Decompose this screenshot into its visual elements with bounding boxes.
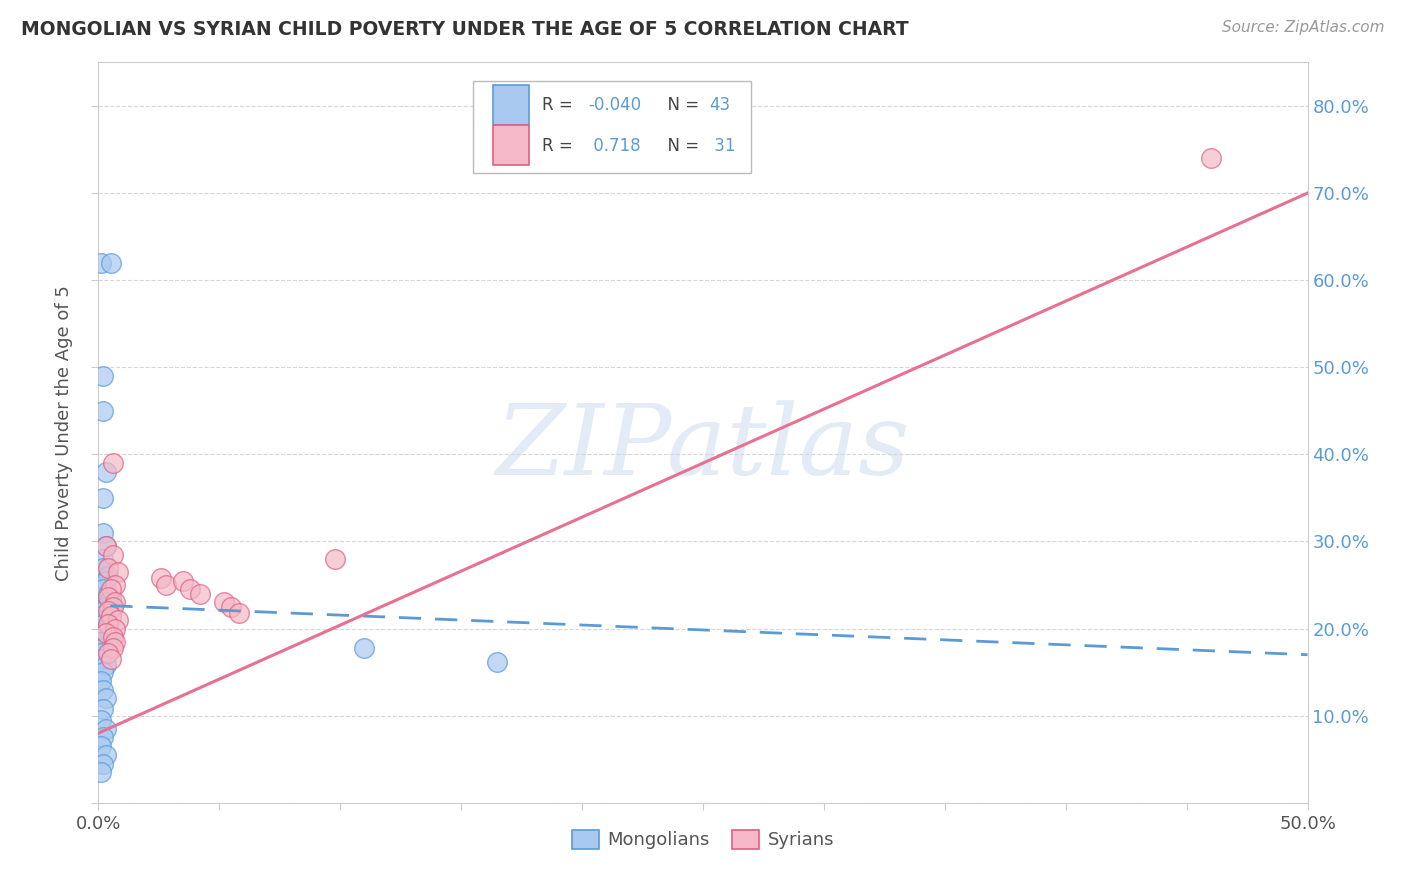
Text: N =: N = [657, 96, 704, 114]
FancyBboxPatch shape [474, 81, 751, 173]
Point [100, 608, 122, 623]
Point [90, 713, 112, 727]
Point [188, 587, 211, 601]
Point [101, 599, 124, 614]
Point [91, 560, 114, 574]
Point [155, 578, 177, 592]
Point [91, 756, 114, 771]
Point [101, 548, 124, 562]
Point [104, 578, 127, 592]
Point [172, 574, 194, 588]
Point [90, 646, 112, 660]
Point [100, 591, 122, 606]
Text: ZIPatlas: ZIPatlas [496, 400, 910, 495]
Point [91, 702, 114, 716]
Point [91, 404, 114, 418]
Point [150, 571, 173, 585]
Point [100, 652, 122, 666]
FancyBboxPatch shape [492, 126, 529, 165]
Point [90, 608, 112, 623]
Point [179, 582, 201, 597]
Point [104, 634, 127, 648]
Point [97, 630, 120, 644]
Point [107, 565, 129, 579]
Point [104, 595, 127, 609]
Point [91, 491, 114, 505]
Point [325, 552, 347, 566]
Point [91, 682, 114, 697]
Point [90, 739, 112, 754]
Point [91, 731, 114, 745]
Point [91, 640, 114, 655]
Point [91, 626, 114, 640]
Point [91, 665, 114, 680]
Point [97, 604, 120, 618]
Point [94, 539, 117, 553]
Point [100, 256, 122, 270]
Y-axis label: Child Poverty Under the Age of 5: Child Poverty Under the Age of 5 [55, 285, 73, 581]
Point [1199, 151, 1222, 165]
Point [486, 655, 509, 669]
Point [97, 569, 120, 583]
Point [90, 256, 112, 270]
Point [94, 658, 117, 673]
Text: -0.040: -0.040 [588, 96, 641, 114]
Point [212, 595, 235, 609]
Point [91, 582, 114, 597]
Point [221, 599, 243, 614]
Point [104, 622, 127, 636]
Text: 43: 43 [709, 96, 730, 114]
FancyBboxPatch shape [492, 85, 529, 125]
Point [94, 539, 117, 553]
Point [94, 465, 117, 479]
Point [94, 626, 117, 640]
Point [94, 574, 117, 588]
Point [91, 604, 114, 618]
Text: 0.718: 0.718 [588, 137, 641, 155]
Point [91, 525, 114, 540]
Point [94, 691, 117, 706]
Point [94, 599, 117, 614]
Point [91, 369, 114, 384]
Point [94, 722, 117, 736]
Point [90, 765, 112, 780]
Text: 31: 31 [709, 137, 735, 155]
Point [101, 640, 124, 655]
Point [90, 652, 112, 666]
Point [94, 747, 117, 762]
Point [94, 622, 117, 636]
Point [97, 617, 120, 632]
Text: R =: R = [543, 96, 578, 114]
Point [100, 582, 122, 597]
Point [97, 560, 120, 574]
Point [91, 617, 114, 632]
Point [90, 673, 112, 688]
Point [101, 630, 124, 644]
Point [107, 613, 129, 627]
Point [101, 456, 124, 470]
Point [90, 613, 112, 627]
Text: MONGOLIAN VS SYRIAN CHILD POVERTY UNDER THE AGE OF 5 CORRELATION CHART: MONGOLIAN VS SYRIAN CHILD POVERTY UNDER … [21, 20, 908, 38]
Point [97, 595, 120, 609]
Text: R =: R = [543, 137, 578, 155]
Legend: Mongolians, Syrians: Mongolians, Syrians [564, 823, 842, 856]
Text: N =: N = [657, 137, 704, 155]
Point [90, 634, 112, 648]
Point [97, 646, 120, 660]
Point [91, 552, 114, 566]
Point [228, 606, 250, 620]
Point [353, 640, 375, 655]
Point [97, 587, 120, 601]
Text: Source: ZipAtlas.com: Source: ZipAtlas.com [1222, 20, 1385, 35]
Point [97, 591, 120, 605]
